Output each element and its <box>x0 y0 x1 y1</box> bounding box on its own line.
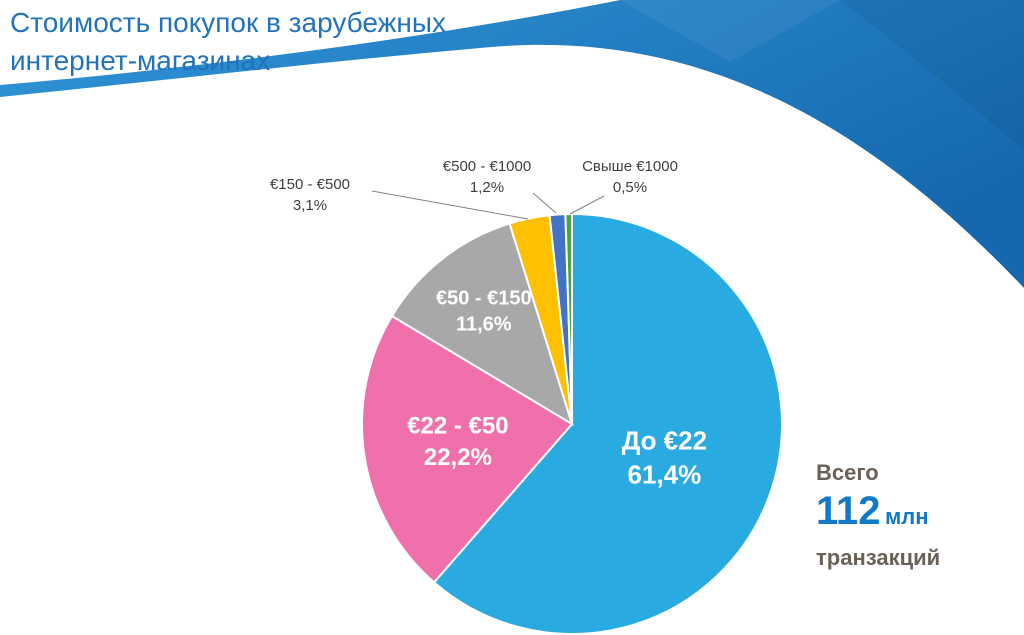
leader-line-500-1000 <box>532 192 557 214</box>
total-transactions: Всего 112 млн транзакций <box>816 458 940 573</box>
pie-slice-5 <box>564 212 573 425</box>
callout-label: €150 - €500 <box>269 176 351 193</box>
pie-callout-over-1000: Свыше €1000 0,5% <box>545 156 715 198</box>
pie-inside-label-2: €50 - €150 11,6% <box>436 288 532 336</box>
title-line-1: Стоимость покупок в зарубежных <box>10 7 446 38</box>
title-line-2: интернет-магазинах <box>10 45 271 76</box>
callout-percent: 0,5% <box>612 179 648 196</box>
pie-callout-150-500: €150 - €500 3,1% <box>225 174 395 216</box>
callout-label: Свыше €1000 <box>582 158 678 175</box>
pie-slice-1 <box>361 314 574 584</box>
total-number: 112 <box>816 489 881 533</box>
leader-line-150-500 <box>371 190 529 220</box>
total-caption: Всего <box>816 460 879 485</box>
pie-slice-2 <box>390 222 574 427</box>
pie-callout-500-1000: €500 - €1000 1,2% <box>402 156 572 198</box>
total-number-unit: млн <box>884 504 929 529</box>
pie-inside-label-1: €22 - €50 22,2% <box>407 413 508 471</box>
callout-label: €500 - €1000 <box>442 158 532 175</box>
page-title: Стоимость покупок в зарубежных интернет-… <box>10 4 446 80</box>
leader-line-over-1000 <box>569 195 605 215</box>
callout-percent: 3,1% <box>292 197 328 214</box>
pie-inner-labels-group: До €22 61,4% €22 - €50 22,2% €50 - €150 11,6% <box>407 288 707 490</box>
pie-inside-label-0: До €22 61,4% <box>622 426 707 490</box>
callout-percent: 1,2% <box>469 179 505 196</box>
total-caption-2: транзакций <box>816 545 941 570</box>
pie-slices-group <box>361 212 783 635</box>
total-number-row: 112 млн <box>816 488 940 543</box>
pie-slice-0 <box>432 212 783 635</box>
